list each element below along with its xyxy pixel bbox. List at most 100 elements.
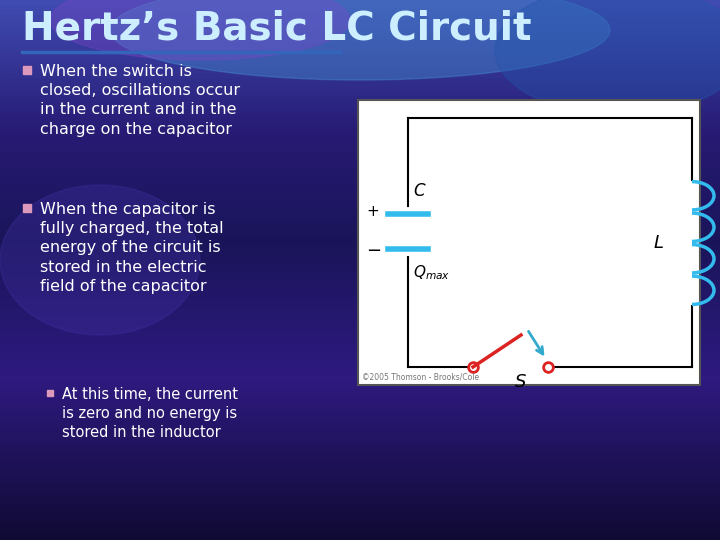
Bar xyxy=(0,192,720,198)
Bar xyxy=(0,71,720,77)
Bar xyxy=(0,467,720,472)
Bar xyxy=(0,481,720,486)
Bar xyxy=(0,332,720,338)
Bar xyxy=(0,458,720,463)
Bar xyxy=(0,363,720,369)
Bar xyxy=(0,57,720,63)
Text: +: + xyxy=(366,205,379,219)
Bar xyxy=(0,12,720,18)
Bar xyxy=(0,390,720,396)
Bar xyxy=(0,111,720,117)
Bar xyxy=(0,107,720,112)
Bar xyxy=(0,413,720,418)
Bar xyxy=(0,449,720,455)
Bar xyxy=(0,242,720,247)
Bar xyxy=(0,444,720,450)
Bar xyxy=(0,476,720,482)
Ellipse shape xyxy=(50,0,350,60)
Bar xyxy=(0,170,720,176)
Bar xyxy=(0,238,720,243)
Bar xyxy=(0,296,720,301)
Bar xyxy=(0,400,720,405)
Bar xyxy=(0,422,720,428)
Bar xyxy=(0,489,720,495)
Bar xyxy=(0,395,720,401)
Bar xyxy=(0,130,720,135)
Bar xyxy=(0,138,720,144)
Bar xyxy=(0,273,720,279)
Bar xyxy=(0,26,720,31)
Bar xyxy=(0,251,720,256)
Bar xyxy=(0,530,720,536)
Bar xyxy=(0,408,720,414)
Ellipse shape xyxy=(110,0,610,80)
Bar xyxy=(0,0,720,4)
Bar xyxy=(0,404,720,409)
Bar xyxy=(0,116,720,122)
Text: When the capacitor is
fully charged, the total
energy of the circuit is
stored i: When the capacitor is fully charged, the… xyxy=(40,202,224,294)
Bar xyxy=(0,39,720,45)
Bar xyxy=(0,53,720,58)
Bar xyxy=(0,323,720,328)
Bar xyxy=(0,152,720,158)
Bar xyxy=(0,300,720,306)
Bar xyxy=(0,147,720,153)
Bar xyxy=(0,278,720,284)
Bar xyxy=(0,440,720,445)
Bar xyxy=(0,103,720,108)
Bar xyxy=(0,508,720,513)
Bar xyxy=(0,206,720,212)
Bar xyxy=(0,521,720,526)
Text: $S$: $S$ xyxy=(514,373,527,391)
Bar xyxy=(0,35,720,40)
Bar xyxy=(0,336,720,342)
Bar xyxy=(0,161,720,166)
Bar xyxy=(0,165,720,171)
Bar xyxy=(0,386,720,391)
Bar xyxy=(0,228,720,234)
Bar xyxy=(0,188,720,193)
Bar xyxy=(0,49,720,54)
Bar xyxy=(0,346,720,351)
Bar xyxy=(0,125,720,131)
Bar xyxy=(0,494,720,500)
Bar xyxy=(0,143,720,148)
Bar xyxy=(0,503,720,509)
Bar xyxy=(0,233,720,239)
Bar xyxy=(0,373,720,378)
Bar xyxy=(0,305,720,310)
Bar xyxy=(0,427,720,432)
Bar xyxy=(0,197,720,202)
Bar xyxy=(0,498,720,504)
Text: −: − xyxy=(366,242,381,260)
Bar xyxy=(0,184,720,189)
Bar xyxy=(0,201,720,207)
Bar xyxy=(0,314,720,320)
Text: ©2005 Thomson - Brooks/Cole: ©2005 Thomson - Brooks/Cole xyxy=(362,372,479,381)
Text: When the switch is
closed, oscillations occur
in the current and in the
charge o: When the switch is closed, oscillations … xyxy=(40,64,240,137)
Bar xyxy=(0,134,720,139)
Bar xyxy=(0,485,720,490)
Bar xyxy=(0,265,720,270)
Bar xyxy=(0,319,720,324)
Bar xyxy=(0,327,720,333)
Bar xyxy=(0,431,720,436)
Bar xyxy=(0,22,720,27)
Bar xyxy=(0,368,720,374)
Bar xyxy=(0,98,720,104)
Bar xyxy=(0,84,720,90)
Bar xyxy=(0,174,720,180)
Bar xyxy=(0,381,720,387)
Bar xyxy=(0,512,720,517)
Bar xyxy=(0,219,720,225)
Bar xyxy=(0,215,720,220)
Text: At this time, the current
is zero and no energy is
stored in the inductor: At this time, the current is zero and no… xyxy=(62,387,238,441)
Bar xyxy=(0,76,720,81)
Bar xyxy=(0,246,720,252)
Bar xyxy=(0,359,720,364)
Bar xyxy=(0,255,720,261)
Bar xyxy=(0,292,720,297)
Bar xyxy=(0,377,720,382)
Bar xyxy=(0,93,720,99)
Bar xyxy=(0,120,720,126)
